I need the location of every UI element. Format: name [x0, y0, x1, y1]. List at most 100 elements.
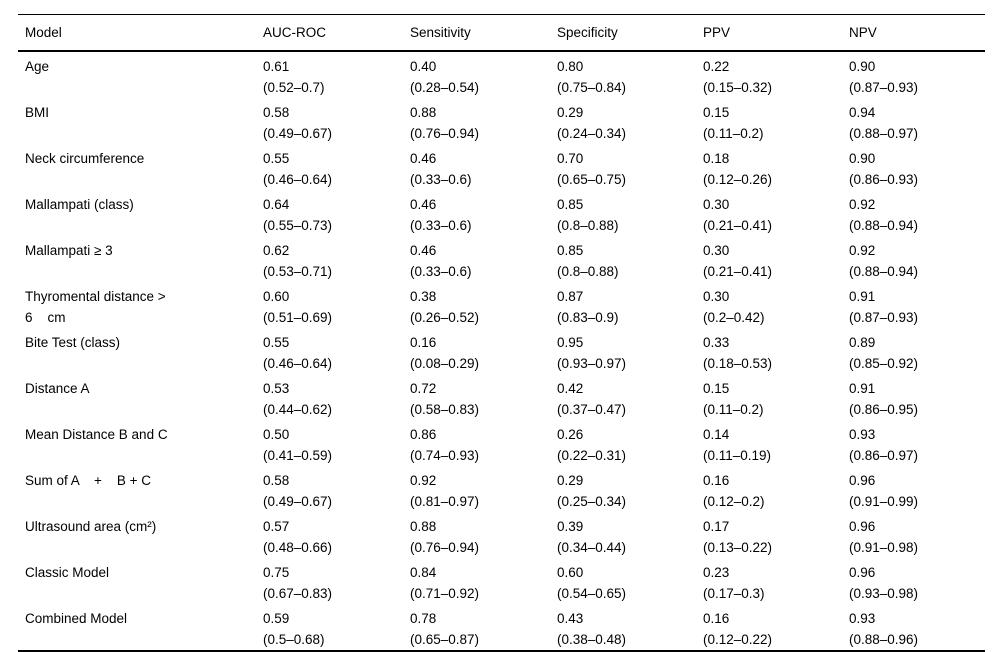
confidence-interval: (0.87–0.93) — [849, 309, 919, 325]
confidence-interval: (0.75–0.84) — [557, 79, 627, 95]
metric-value: 0.88 — [410, 518, 437, 534]
metric-cell-sensitivity: 0.72 (0.58–0.83) — [410, 374, 557, 420]
metric-value: 0.89 — [849, 334, 876, 350]
metric-value: 0.55 — [263, 334, 290, 350]
diagnostic-metrics-table-container: Model AUC-ROC Sensitivity Specificity PP… — [18, 14, 985, 652]
metric-cell-ppv: 0.15 (0.11–0.2) — [703, 98, 849, 144]
confidence-interval: (0.85–0.92) — [849, 355, 919, 371]
confidence-interval: (0.53–0.71) — [263, 263, 333, 279]
model-name: Mallampati ≥ 3 — [25, 242, 113, 258]
metric-value: 0.78 — [410, 610, 437, 626]
model-name: Age — [25, 58, 50, 74]
metric-cell-ppv: 0.23 (0.17–0.3) — [703, 558, 849, 604]
metric-cell-auc-roc: 0.64 (0.55–0.73) — [263, 190, 410, 236]
confidence-interval: (0.46–0.64) — [263, 171, 333, 187]
metric-value: 0.23 — [703, 564, 730, 580]
metric-value: 0.84 — [410, 564, 437, 580]
metric-value: 0.85 — [557, 242, 584, 258]
table-row: Neck circumference 0.55 (0.46–0.64) 0.46… — [18, 144, 985, 190]
metric-cell-specificity: 0.29 (0.25–0.34) — [557, 466, 703, 512]
confidence-interval: (0.67–0.83) — [263, 585, 333, 601]
metric-cell-auc-roc: 0.75 (0.67–0.83) — [263, 558, 410, 604]
metric-value: 0.22 — [703, 58, 730, 74]
metric-cell-npv: 0.92 (0.88–0.94) — [849, 190, 985, 236]
confidence-interval: (0.44–0.62) — [263, 401, 333, 417]
confidence-interval: (0.93–0.97) — [557, 355, 627, 371]
confidence-interval: (0.5–0.68) — [263, 631, 325, 647]
confidence-interval: (0.49–0.67) — [263, 493, 333, 509]
confidence-interval: (0.12–0.2) — [703, 493, 765, 509]
metric-cell-specificity: 0.39 (0.34–0.44) — [557, 512, 703, 558]
confidence-interval: (0.58–0.83) — [410, 401, 480, 417]
model-name: Mean Distance B and C — [25, 426, 168, 442]
metric-value: 0.60 — [557, 564, 584, 580]
metric-cell-npv: 0.94 (0.88–0.97) — [849, 98, 985, 144]
table-row: Sum of A + B + C 0.58 (0.49–0.67) 0.92 (… — [18, 466, 985, 512]
metric-value: 0.85 — [557, 196, 584, 212]
metric-cell-specificity: 0.70 (0.65–0.75) — [557, 144, 703, 190]
metric-cell-ppv: 0.22 (0.15–0.32) — [703, 51, 849, 98]
confidence-interval: (0.71–0.92) — [410, 585, 480, 601]
metric-cell-sensitivity: 0.84 (0.71–0.92) — [410, 558, 557, 604]
metric-cell-sensitivity: 0.46 (0.33–0.6) — [410, 190, 557, 236]
metric-cell-npv: 0.91 (0.86–0.95) — [849, 374, 985, 420]
confidence-interval: (0.51–0.69) — [263, 309, 333, 325]
confidence-interval: (0.88–0.94) — [849, 263, 919, 279]
table-row: Bite Test (class) 0.55 (0.46–0.64) 0.16 … — [18, 328, 985, 374]
confidence-interval: (0.2–0.42) — [703, 309, 765, 325]
metric-value: 0.53 — [263, 380, 290, 396]
metric-value: 0.70 — [557, 150, 584, 166]
metric-value: 0.92 — [410, 472, 437, 488]
confidence-interval: (0.55–0.73) — [263, 217, 333, 233]
model-name: Ultrasound area (cm²) — [25, 518, 157, 534]
confidence-interval: (0.87–0.93) — [849, 79, 919, 95]
metric-value: 0.92 — [849, 242, 876, 258]
metric-cell-ppv: 0.16 (0.12–0.2) — [703, 466, 849, 512]
model-name: Classic Model — [25, 564, 110, 580]
confidence-interval: (0.76–0.94) — [410, 539, 480, 555]
metric-value: 0.95 — [557, 334, 584, 350]
confidence-interval: (0.88–0.97) — [849, 125, 919, 141]
metric-cell-npv: 0.96 (0.93–0.98) — [849, 558, 985, 604]
metric-value: 0.58 — [263, 104, 290, 120]
metric-value: 0.93 — [849, 610, 876, 626]
confidence-interval: (0.65–0.87) — [410, 631, 480, 647]
metric-cell-auc-roc: 0.59 (0.5–0.68) — [263, 604, 410, 651]
confidence-interval: (0.81–0.97) — [410, 493, 480, 509]
metric-value: 0.38 — [410, 288, 437, 304]
metric-cell-sensitivity: 0.88 (0.76–0.94) — [410, 98, 557, 144]
metric-value: 0.92 — [849, 196, 876, 212]
metric-value: 0.30 — [703, 196, 730, 212]
metric-cell-npv: 0.90 (0.87–0.93) — [849, 51, 985, 98]
metric-cell-specificity: 0.85 (0.8–0.88) — [557, 190, 703, 236]
metric-cell-auc-roc: 0.58 (0.49–0.67) — [263, 466, 410, 512]
model-name: Sum of A + B + C — [25, 472, 152, 488]
confidence-interval: (0.86–0.95) — [849, 401, 919, 417]
confidence-interval: (0.54–0.65) — [557, 585, 627, 601]
metric-value: 0.40 — [410, 58, 437, 74]
metric-value: 0.39 — [557, 518, 584, 534]
metric-cell-auc-roc: 0.50 (0.41–0.59) — [263, 420, 410, 466]
header-row: Model AUC-ROC Sensitivity Specificity PP… — [18, 15, 985, 51]
metric-value: 0.93 — [849, 426, 876, 442]
metric-value: 0.43 — [557, 610, 584, 626]
confidence-interval: (0.34–0.44) — [557, 539, 627, 555]
model-name: Thyromental distance > 6 cm — [25, 288, 166, 325]
confidence-interval: (0.22–0.31) — [557, 447, 627, 463]
confidence-interval: (0.93–0.98) — [849, 585, 919, 601]
metric-cell-auc-roc: 0.62 (0.53–0.71) — [263, 236, 410, 282]
metric-cell-specificity: 0.26 (0.22–0.31) — [557, 420, 703, 466]
metric-value: 0.17 — [703, 518, 730, 534]
confidence-interval: (0.52–0.7) — [263, 79, 325, 95]
metric-cell-ppv: 0.17 (0.13–0.22) — [703, 512, 849, 558]
model-name: Mallampati (class) — [25, 196, 134, 212]
confidence-interval: (0.49–0.67) — [263, 125, 333, 141]
metric-value: 0.88 — [410, 104, 437, 120]
diagnostic-metrics-table: Model AUC-ROC Sensitivity Specificity PP… — [18, 14, 985, 652]
metric-value: 0.30 — [703, 242, 730, 258]
metric-cell-npv: 0.90 (0.86–0.93) — [849, 144, 985, 190]
metric-cell-specificity: 0.80 (0.75–0.84) — [557, 51, 703, 98]
confidence-interval: (0.11–0.19) — [703, 447, 772, 463]
metric-cell-specificity: 0.95 (0.93–0.97) — [557, 328, 703, 374]
metric-cell-specificity: 0.60 (0.54–0.65) — [557, 558, 703, 604]
